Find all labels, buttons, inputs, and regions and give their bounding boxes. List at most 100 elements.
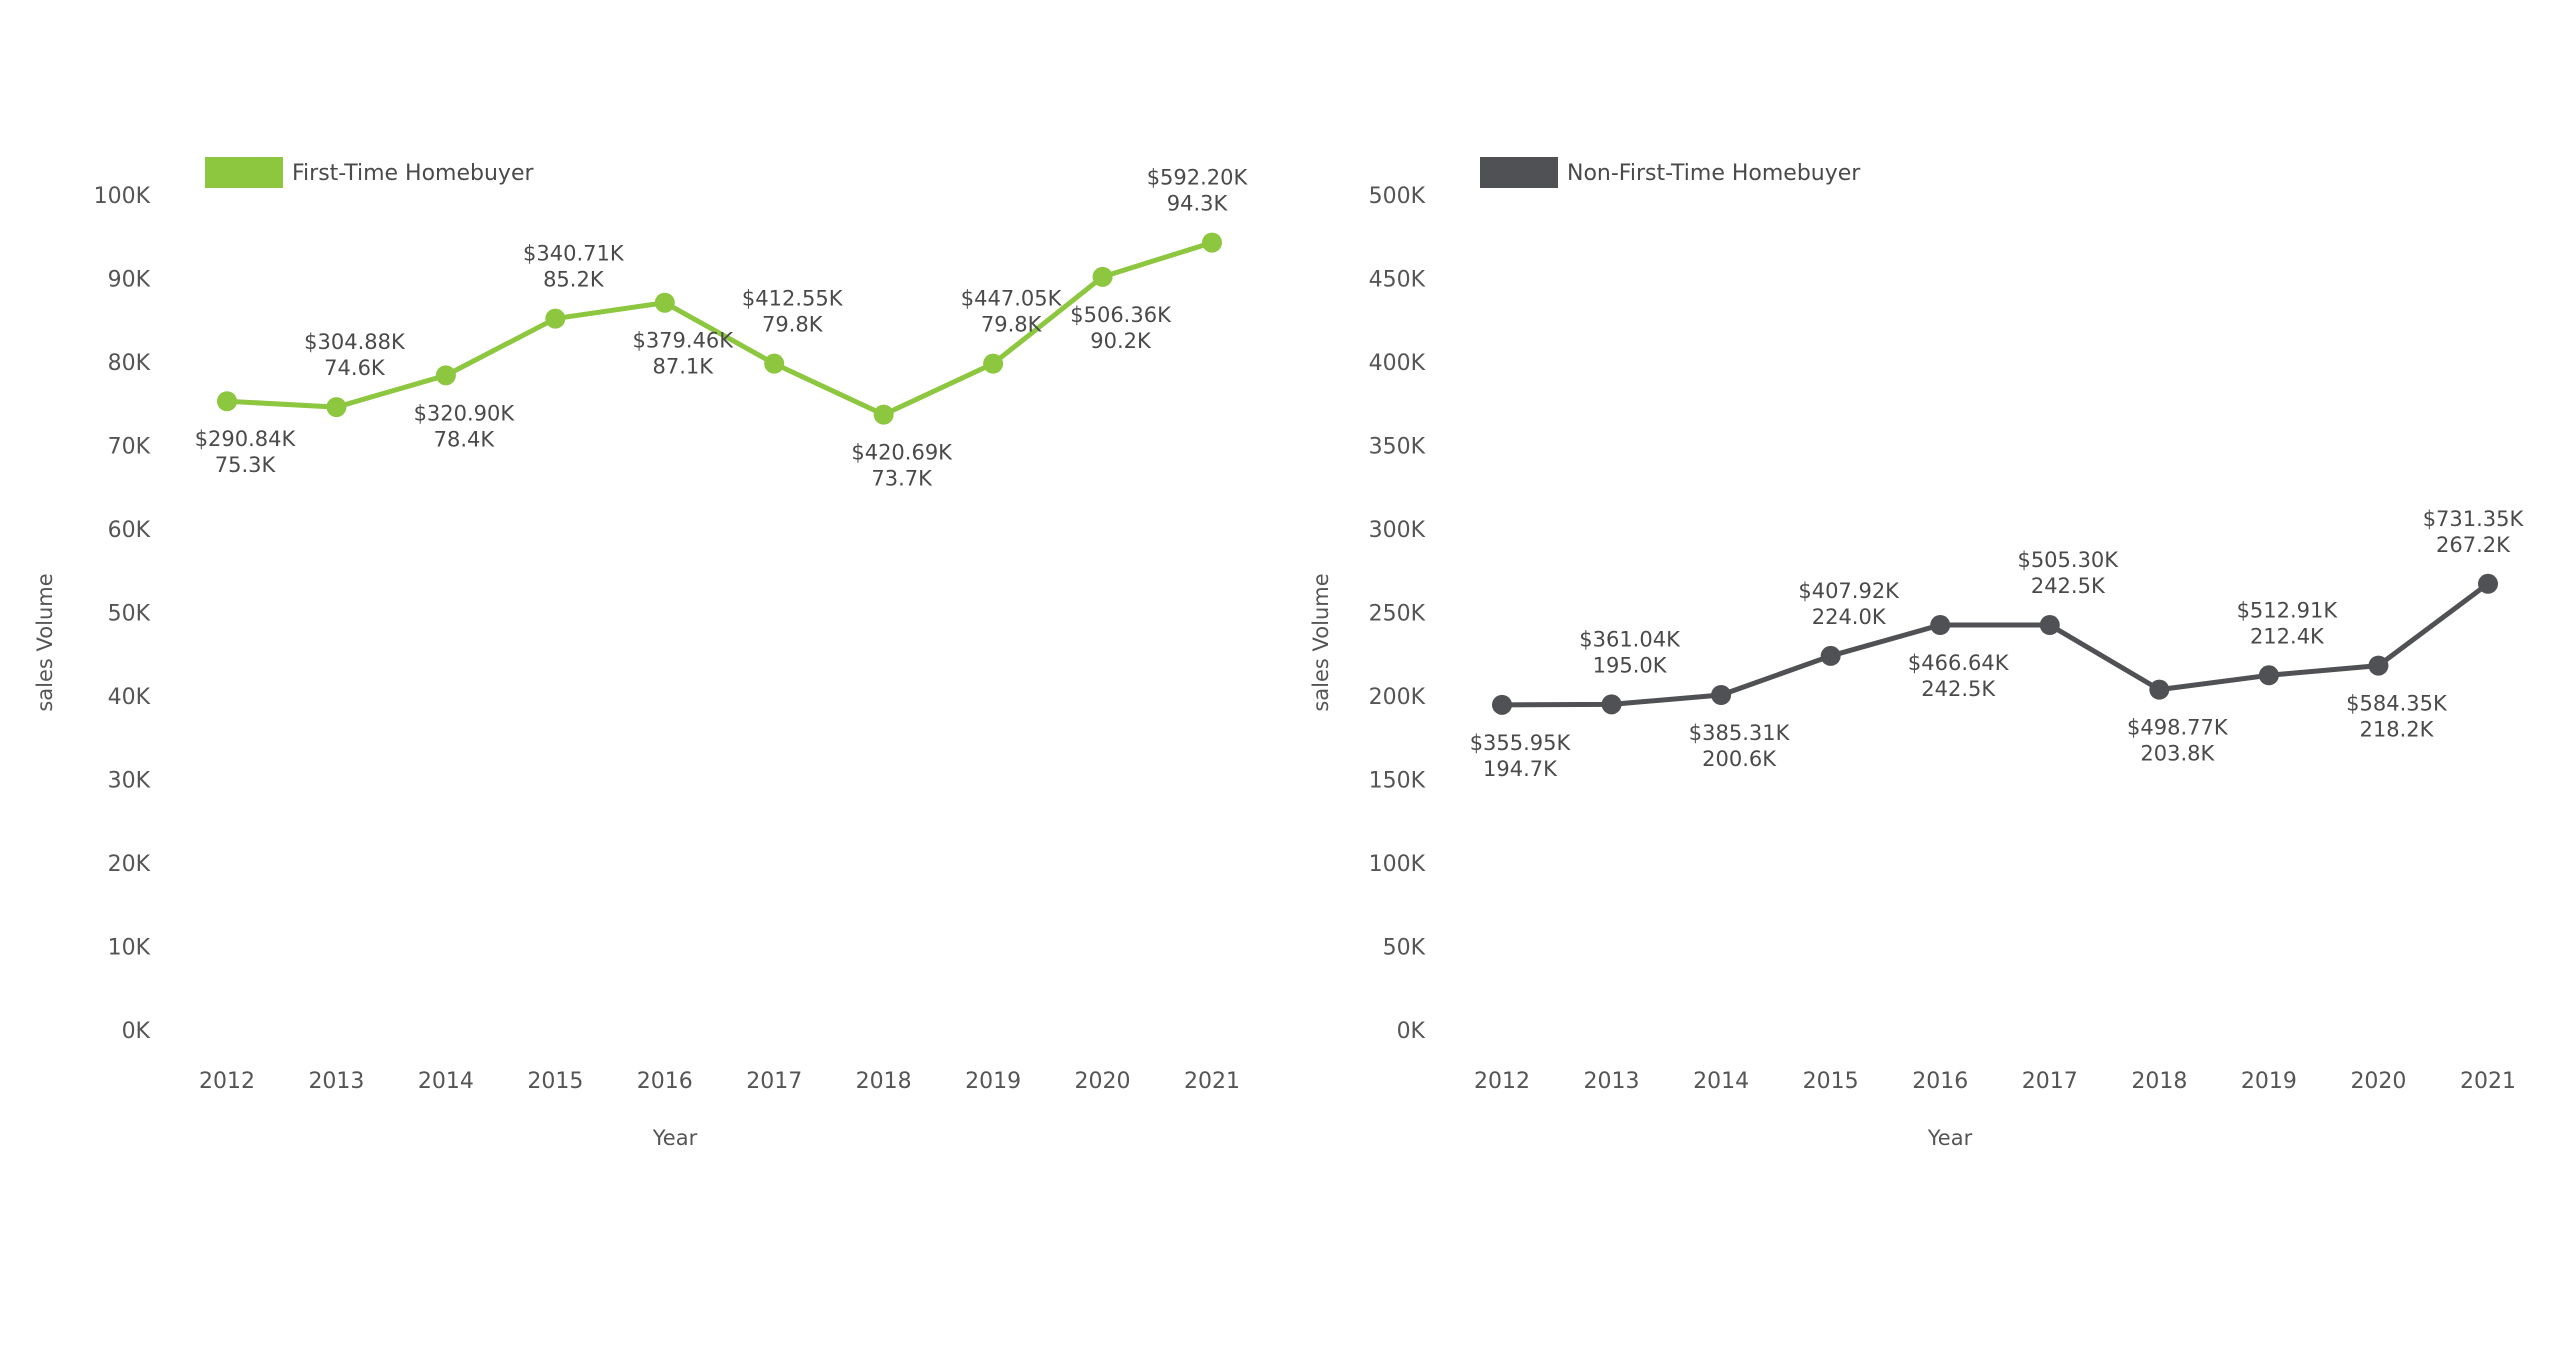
data-label-price: $407.92K [1798,579,1900,603]
y-tick-label: 400K [1369,351,1426,376]
data-label-volume: 85.2K [543,268,605,292]
series-line [224,240,1215,418]
data-label-volume: 194.7K [1483,757,1558,781]
x-tick-label: 2012 [199,1069,255,1094]
y-tick-label: 10K [108,936,151,961]
x-tick-label: 2019 [2241,1069,2297,1094]
y-tick-label: 450K [1369,268,1426,293]
data-point [326,397,347,418]
data-point [2478,573,2498,594]
data-label-volume: 94.3K [1167,192,1229,216]
data-label-price: $412.55K [742,287,844,311]
y-tick-label: 250K [1369,602,1426,627]
data-point [1711,684,1732,705]
data-point [1601,694,1622,715]
data-label-price: $466.64K [1908,651,2010,675]
first-time-homebuyer-chart: First-Time Homebuyer 0K 10K 20K 30K 40K 50K 60K… [33,157,1249,1150]
x-tick-label: 2015 [527,1069,583,1094]
y-tick-label: 0K [1397,1019,1426,1044]
y-tick-label: 30K [108,769,151,794]
y-tick-label: 90K [108,268,151,293]
data-label-price: $731.35K [2423,507,2525,531]
data-point [1092,266,1113,287]
x-tick-label: 2016 [637,1069,693,1094]
data-label-volume: 218.2K [2359,718,2434,742]
legend-swatch [205,157,283,188]
x-tick-label: 2012 [1474,1069,1530,1094]
y-tick-label: 500K [1369,184,1426,209]
data-label-price: $584.35K [2346,692,2448,716]
y-tick-label: 80K [108,351,151,376]
x-tick-label: 2019 [965,1069,1021,1094]
x-tick-label: 2014 [1693,1069,1749,1094]
data-point [1820,645,1841,666]
data-point [654,292,675,313]
data-point [1492,694,1512,715]
data-point [2039,615,2060,636]
data-label-volume: 79.8K [981,313,1043,337]
x-tick-label: 2021 [2460,1069,2516,1094]
data-label-volume: 90.2K [1090,329,1152,353]
x-tick-label: 2013 [1584,1069,1640,1094]
data-label-price: $420.69K [851,441,953,465]
y-tick-label: 100K [94,184,151,209]
data-label-volume: 79.8K [762,313,824,337]
data-label-price: $304.88K [304,330,406,354]
data-point [2149,679,2170,700]
data-label-price: $379.46K [632,329,734,353]
data-point [217,391,237,412]
data-label-price: $498.77K [2127,716,2229,740]
data-point [764,353,785,374]
data-label-volume: 195.0K [1593,653,1668,677]
x-tick-label: 2018 [2131,1069,2187,1094]
series-line [1499,581,2491,708]
data-label-volume: 267.2K [2436,533,2511,557]
y-axis-title: sales Volume [33,573,57,711]
x-tick-label: 2014 [418,1069,474,1094]
x-tick-label: 2013 [308,1069,364,1094]
x-tick-label: 2016 [1912,1069,1968,1094]
y-tick-label: 200K [1369,685,1426,710]
y-axis-title: sales Volume [1309,573,1333,711]
non-first-time-homebuyer-chart: Non-First-Time Homebuyer 0K 50K 100K 150K 200… [1309,157,2525,1150]
data-label-price: $385.31K [1689,721,1791,745]
data-label-volume: 200.6K [1702,747,1777,771]
y-tick-label: 0K [122,1019,151,1044]
data-label-price: $506.36K [1070,303,1172,327]
data-label-volume: 73.7K [871,467,933,491]
data-label-volume: 78.4K [434,427,496,451]
data-label-price: $512.91K [2237,598,2339,622]
data-label-volume: 87.1K [653,355,715,379]
data-label-volume: 203.8K [2140,742,2215,766]
data-point [1930,615,1951,636]
data-point [2368,655,2389,676]
y-tick-label: 50K [108,602,151,627]
y-tick-label: 150K [1369,769,1426,794]
y-tick-label: 300K [1369,518,1426,543]
data-label-price: $447.05K [961,287,1063,311]
data-label-price: $592.20K [1147,166,1249,190]
x-tick-label: 2020 [2350,1069,2406,1094]
data-label-volume: 75.3K [215,453,277,477]
legend-swatch [1480,157,1558,188]
x-tick-label: 2017 [2022,1069,2078,1094]
data-point [545,308,566,329]
data-point [435,365,456,386]
data-label-price: $320.90K [414,401,516,425]
x-tick-label: 2021 [1184,1069,1240,1094]
data-label-price: $505.30K [2017,548,2119,572]
x-axis-title: Year [1927,1126,1973,1150]
data-label-price: $290.84K [195,427,297,451]
data-label-price: $355.95K [1470,731,1572,755]
data-point [1202,232,1222,253]
x-axis-title: Year [652,1126,698,1150]
data-label-volume: 224.0K [1812,605,1887,629]
legend-label: First-Time Homebuyer [292,161,534,186]
x-tick-label: 2020 [1075,1069,1131,1094]
data-point [873,404,894,425]
legend-label: Non-First-Time Homebuyer [1567,161,1861,186]
x-tick-label: 2018 [856,1069,912,1094]
data-point [2258,665,2279,686]
y-tick-label: 350K [1369,435,1426,460]
